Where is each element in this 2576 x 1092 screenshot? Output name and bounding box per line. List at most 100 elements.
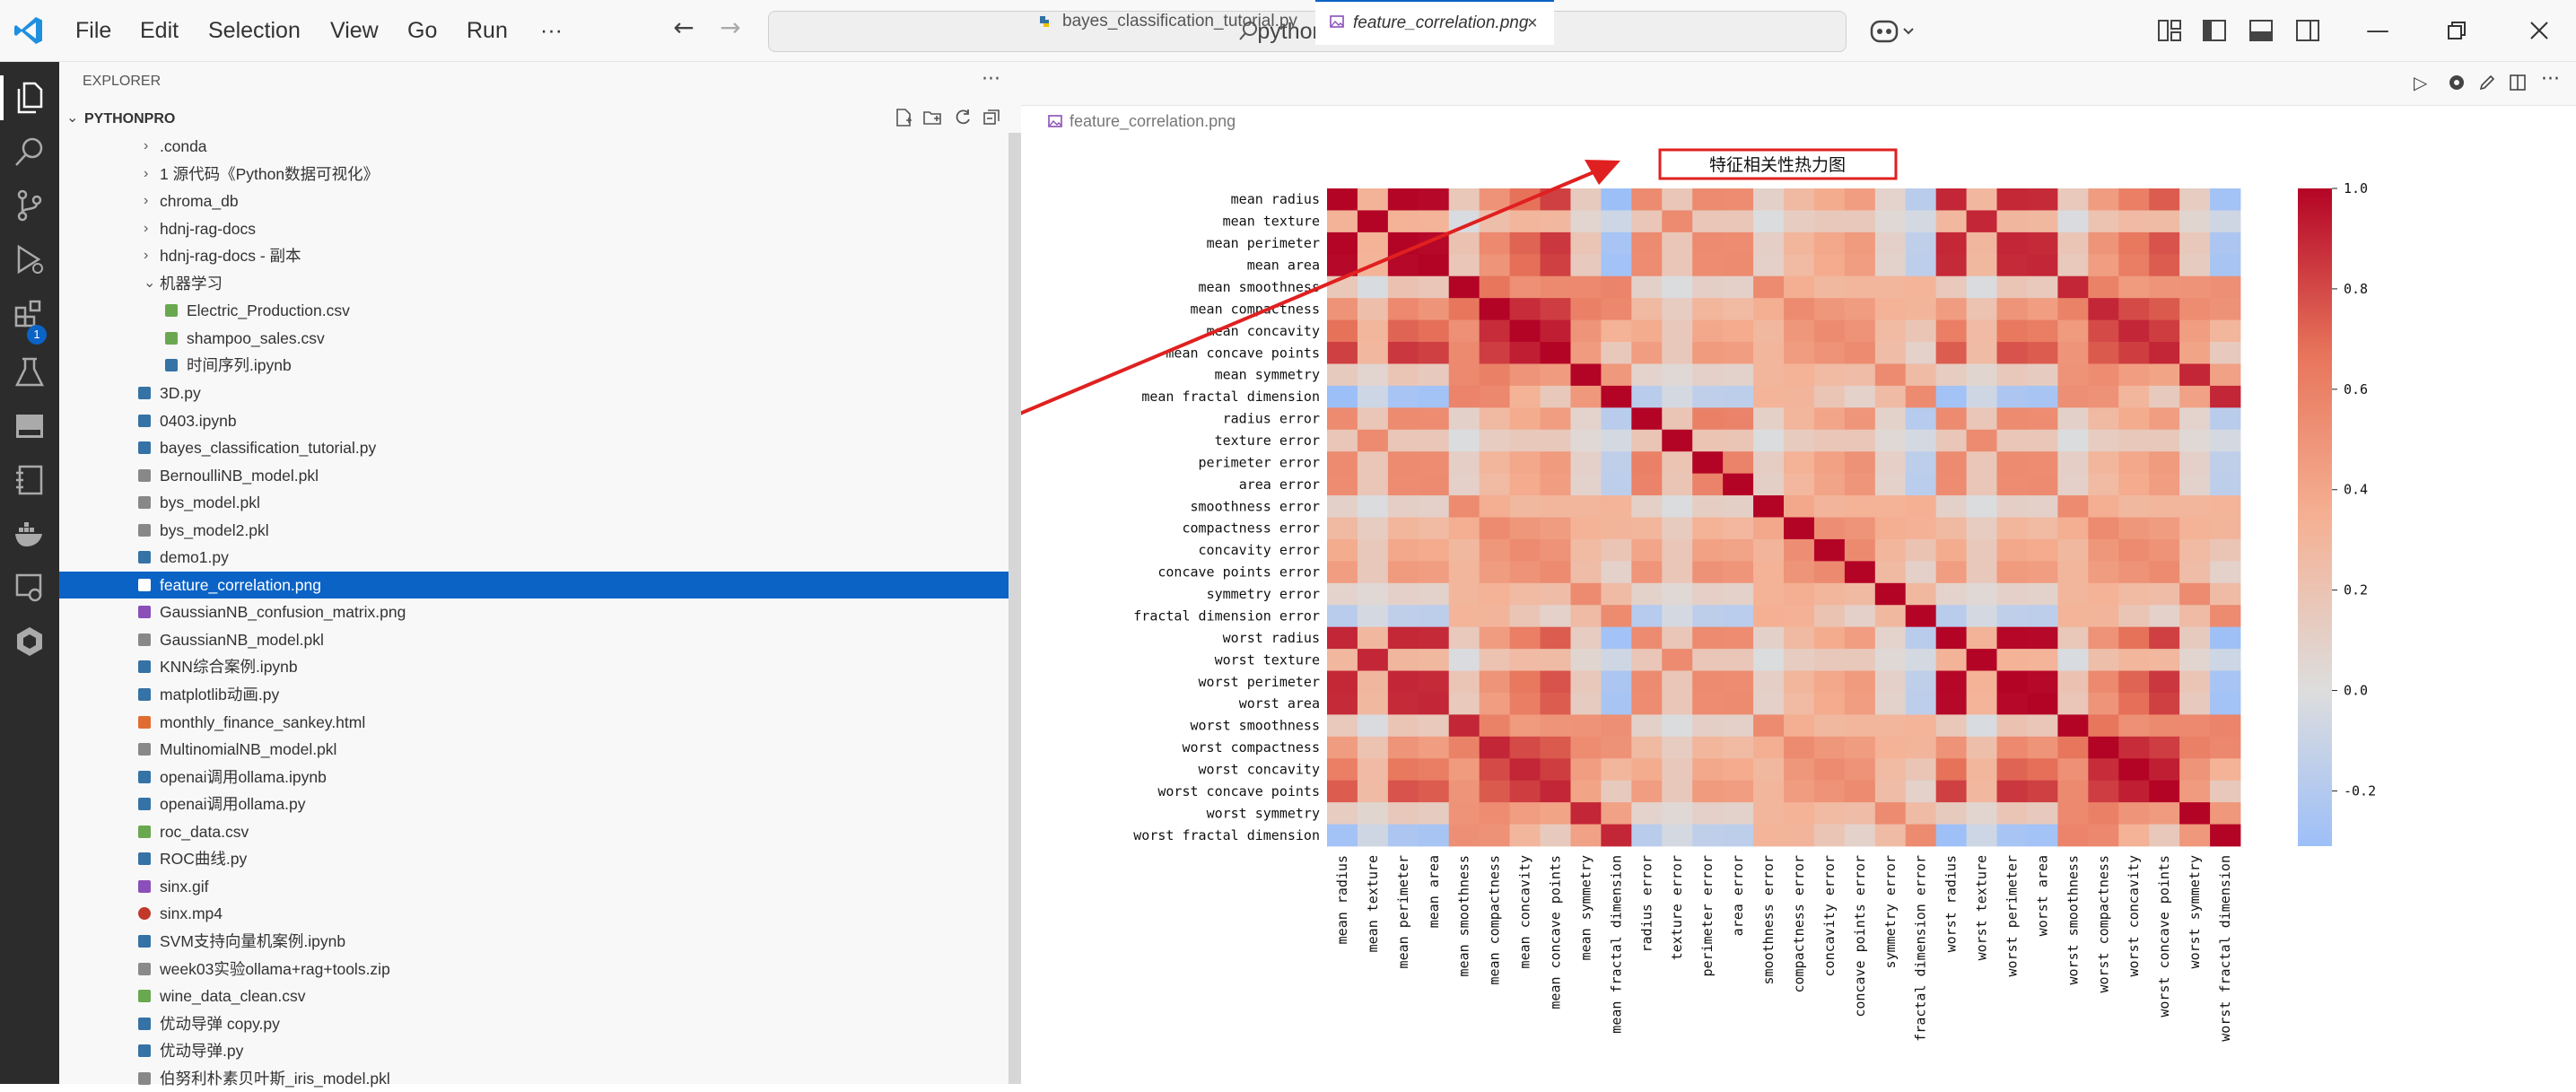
collapse-all-icon[interactable] [982, 108, 1001, 127]
heatmap-cell [2057, 451, 2089, 475]
pkl-file-icon [138, 496, 151, 510]
list-item[interactable]: 时间序列.ipynb [59, 352, 1021, 379]
list-item[interactable]: shampoo_sales.csv [59, 325, 1021, 352]
list-item[interactable]: openai调用ollama.ipynb [59, 764, 1021, 791]
list-item[interactable]: MultinomialNB_model.pkl [59, 736, 1021, 763]
close-tab-icon[interactable]: × [1527, 13, 1538, 33]
list-item[interactable]: 优动导弹.py [59, 1037, 1021, 1064]
list-item[interactable]: ⌄ 机器学习 [59, 270, 1021, 297]
list-item[interactable]: Electric_Production.csv [59, 297, 1021, 324]
menu-go[interactable]: Go [407, 18, 438, 43]
title-highlight-box [1658, 148, 1898, 180]
close-window-icon[interactable] [2528, 20, 2550, 41]
heatmap-cell [2057, 385, 2089, 408]
sidebar-scrollbar[interactable] [1009, 133, 1021, 1084]
list-item[interactable]: bayes_classification_tutorial.py [59, 434, 1021, 461]
notebook-view-icon[interactable] [12, 462, 48, 498]
search-view-icon[interactable] [12, 134, 48, 170]
heatmap-cell [1540, 342, 1571, 364]
tab-feature-correlation[interactable]: feature_correlation.png × [1315, 0, 1554, 45]
extensions-icon[interactable] [12, 297, 48, 333]
remote-explorer-icon[interactable] [12, 570, 48, 606]
list-item[interactable]: GaussianNB_model.pkl [59, 626, 1021, 653]
chevron-down-icon[interactable]: ⌄ [66, 109, 79, 126]
list-item[interactable]: › chroma_db [59, 188, 1021, 214]
customize-layout-icon[interactable] [2157, 18, 2182, 43]
list-item[interactable]: GaussianNB_confusion_matrix.png [59, 598, 1021, 625]
list-item[interactable]: openai调用ollama.py [59, 791, 1021, 817]
list-item[interactable]: week03实验ollama+rag+tools.zip [59, 956, 1021, 983]
menu-run[interactable]: Run [467, 18, 508, 43]
toggle-primary-sidebar-icon[interactable] [2202, 18, 2227, 43]
list-item[interactable]: SVM支持向量机案例.ipynb [59, 928, 1021, 955]
testing-icon[interactable] [12, 354, 48, 390]
restore-window-icon[interactable] [2446, 20, 2467, 41]
heatmap-cell [2027, 692, 2058, 715]
toggle-panel-icon[interactable] [2249, 18, 2274, 43]
explorer-icon[interactable] [12, 80, 48, 116]
list-item[interactable]: bys_model.pkl [59, 489, 1021, 516]
copilot-icon[interactable] [1868, 14, 1917, 47]
refresh-icon[interactable] [953, 108, 973, 127]
menu-edit[interactable]: Edit [140, 18, 179, 43]
list-item[interactable]: feature_correlation.png [59, 571, 1021, 598]
new-folder-icon[interactable] [922, 108, 942, 127]
forward-arrow-icon[interactable]: → [720, 13, 741, 42]
list-item[interactable]: sinx.mp4 [59, 900, 1021, 927]
list-item-label: 1 源代码《Python数据可视化》 [160, 164, 380, 183]
list-item[interactable]: roc_data.csv [59, 818, 1021, 845]
heatmap-cell [1844, 188, 1876, 211]
list-item[interactable]: demo1.py [59, 544, 1021, 571]
list-item-label: wine_data_clean.csv [160, 987, 306, 1006]
list-item[interactable]: BernoulliNB_model.pkl [59, 462, 1021, 489]
heatmap-cell [1601, 538, 1632, 562]
heatmap-cell [2088, 758, 2119, 782]
tab-bayes-classification[interactable]: bayes_classification_tutorial.py [1021, 0, 1314, 43]
list-item[interactable]: KNN综合案例.ipynb [59, 653, 1021, 680]
list-item[interactable]: matplotlib动画.py [59, 681, 1021, 708]
list-item[interactable]: › hdnj-rag-docs [59, 215, 1021, 242]
heatmap-cell [2210, 210, 2241, 233]
breadcrumb-file[interactable]: feature_correlation.png [1070, 112, 1236, 130]
list-item[interactable]: ROC曲线.py [59, 845, 1021, 872]
terminal-view-icon[interactable] [12, 408, 48, 444]
menu-view[interactable]: View [330, 18, 379, 43]
list-item-label: hdnj-rag-docs - 副本 [160, 247, 301, 266]
edit-pen-icon[interactable] [2478, 74, 2496, 92]
source-control-icon[interactable] [12, 188, 48, 223]
docker-icon[interactable] [12, 516, 48, 552]
copilot-view-icon[interactable] [12, 624, 48, 660]
list-item[interactable]: › 1 源代码《Python数据可视化》 [59, 161, 1021, 188]
list-item[interactable]: › .conda [59, 133, 1021, 160]
list-item[interactable]: 优动导弹 copy.py [59, 1010, 1021, 1037]
more-actions-icon[interactable]: ··· [982, 68, 1000, 91]
chevron-right-icon: › [144, 138, 149, 153]
editor-more-icon[interactable]: ··· [2541, 68, 2560, 91]
menu-selection[interactable]: Selection [208, 18, 301, 43]
toggle-secondary-sidebar-icon[interactable] [2295, 18, 2320, 43]
list-item[interactable]: wine_data_clean.csv [59, 983, 1021, 1009]
project-title[interactable]: PYTHONPRO [84, 111, 176, 127]
list-item-label: .conda [160, 137, 207, 155]
list-item[interactable]: sinx.gif [59, 873, 1021, 900]
heatmap-cell [1601, 582, 1632, 606]
minimize-icon[interactable]: — [2366, 17, 2389, 44]
run-file-icon[interactable]: ▷ [2414, 72, 2428, 93]
y-tick-label: mean symmetry [1215, 367, 1320, 383]
list-item[interactable]: 3D.py [59, 380, 1021, 406]
heatmap-cell [1601, 780, 1632, 803]
menu-more[interactable]: ··· [540, 18, 563, 43]
list-item[interactable]: 伯努利朴素贝叶斯_iris_model.pkl [59, 1065, 1021, 1092]
list-item[interactable]: › hdnj-rag-docs - 副本 [59, 242, 1021, 269]
run-debug-icon[interactable] [12, 241, 48, 277]
new-file-icon[interactable] [894, 108, 913, 127]
heatmap-cell [1601, 429, 1632, 452]
settings-gear-icon[interactable] [2448, 74, 2466, 92]
back-arrow-icon[interactable]: ← [673, 13, 694, 42]
list-item[interactable]: bys_model2.pkl [59, 517, 1021, 544]
heatmap-cell [1418, 473, 1450, 496]
split-editor-icon[interactable] [2509, 74, 2527, 92]
menu-file[interactable]: File [75, 18, 112, 43]
list-item[interactable]: 0403.ipynb [59, 407, 1021, 434]
list-item[interactable]: monthly_finance_sankey.html [59, 709, 1021, 736]
